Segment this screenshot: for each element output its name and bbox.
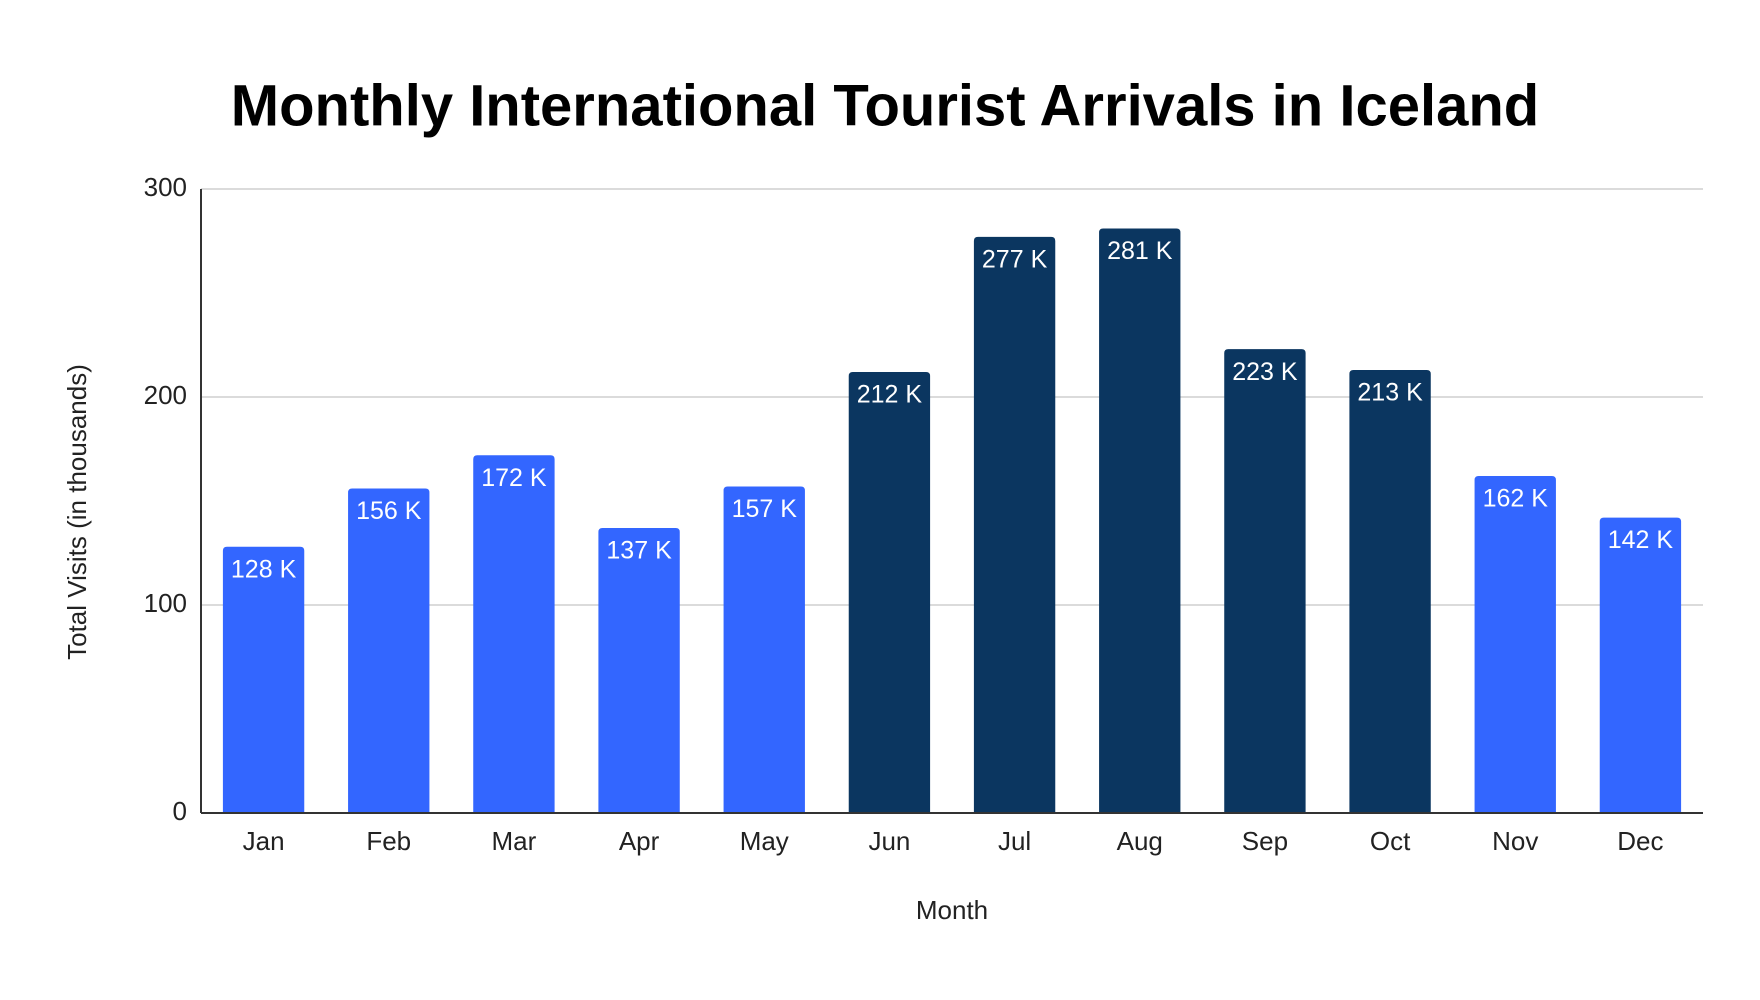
x-tick-label: Apr: [619, 826, 660, 856]
bar: [723, 486, 805, 813]
x-tick-label: May: [740, 826, 789, 856]
data-label: 137 K: [606, 537, 672, 565]
bar: [848, 372, 931, 813]
bar: [1224, 349, 1306, 813]
y-tick-label: 300: [144, 172, 187, 202]
data-label: 142 K: [1608, 526, 1674, 554]
data-label: 223 K: [1232, 358, 1298, 386]
x-tick-label: Jan: [243, 826, 285, 856]
bar: [1599, 517, 1682, 813]
x-axis-label: Month: [916, 895, 988, 925]
data-label: 277 K: [982, 245, 1048, 273]
data-label: 281 K: [1107, 237, 1173, 265]
x-tick-label: Nov: [1492, 826, 1538, 856]
y-axis-label: Total Visits (in thousands): [62, 364, 92, 660]
data-label: 156 K: [356, 497, 422, 525]
data-label: 162 K: [1483, 485, 1549, 513]
data-label: 172 K: [481, 464, 547, 492]
x-tick-label: Aug: [1117, 826, 1163, 856]
x-tick-label: Sep: [1242, 826, 1288, 856]
bar: [1099, 228, 1181, 813]
chart-title: Monthly International Tourist Arrivals i…: [231, 73, 1539, 138]
x-tick-label: Jun: [868, 826, 910, 856]
bar: [473, 455, 555, 813]
y-tick-label: 0: [173, 796, 187, 826]
data-label: 128 K: [231, 555, 297, 583]
data-label: 212 K: [857, 381, 923, 409]
y-tick-label: 200: [144, 380, 187, 410]
bar: [973, 236, 1056, 814]
y-tick-label: 100: [144, 588, 187, 618]
bar: [1474, 476, 1556, 813]
data-label: 213 K: [1357, 379, 1423, 407]
x-tick-label: Oct: [1370, 826, 1411, 856]
x-tick-label: Feb: [366, 826, 411, 856]
bar: [598, 528, 680, 813]
x-tick-label: Mar: [492, 826, 537, 856]
bar: [1349, 369, 1431, 813]
bar: [348, 488, 430, 813]
bar: [222, 546, 305, 813]
x-tick-label: Dec: [1617, 826, 1663, 856]
data-label: 157 K: [732, 495, 798, 523]
x-tick-label: Jul: [998, 826, 1031, 856]
